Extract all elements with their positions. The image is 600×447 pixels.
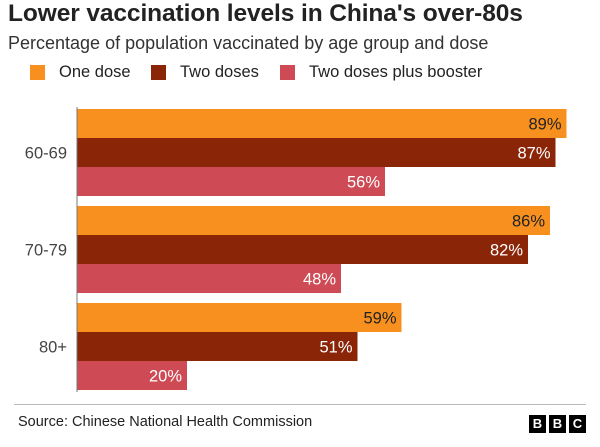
- chart-title: Lower vaccination levels in China's over…: [8, 0, 523, 27]
- legend-swatch-two-doses: [151, 65, 166, 80]
- legend-label-booster: Two doses plus booster: [309, 63, 483, 81]
- data-label-60-69-two-doses-plus-booster: 56%: [347, 174, 380, 192]
- category-label-60-69: 60-69: [25, 145, 67, 163]
- category-label-80: 80+: [39, 339, 67, 357]
- bar-60-69-two-doses: [77, 138, 556, 167]
- bbc-logo: B B C: [529, 415, 586, 433]
- source-note: Source: Chinese National Health Commissi…: [18, 414, 313, 430]
- chart-subtitle: Percentage of population vaccinated by a…: [8, 33, 489, 53]
- bar-70-79-one-dose: [77, 206, 550, 235]
- bar-60-69-two-doses-plus-booster: [77, 167, 385, 196]
- legend-label-two-doses: Two doses: [180, 63, 259, 81]
- data-label-80-two-doses-plus-booster: 20%: [149, 368, 182, 386]
- data-label-60-69-two-doses: 87%: [517, 145, 550, 163]
- bar-80-two-doses-plus-booster: [77, 361, 187, 390]
- legend-swatch-one-dose: [30, 65, 45, 80]
- data-label-70-79-two-doses: 82%: [490, 242, 523, 260]
- legend-swatch-booster: [280, 65, 295, 80]
- bar-70-79-two-doses-plus-booster: [77, 264, 341, 293]
- data-label-80-two-doses: 51%: [319, 339, 352, 357]
- legend-label-one-dose: One dose: [59, 63, 131, 81]
- data-label-60-69-one-dose: 89%: [528, 116, 561, 134]
- bar-60-69-one-dose: [77, 109, 567, 138]
- bbc-logo-letter-c: C: [569, 415, 586, 433]
- bbc-logo-letter-b2: B: [549, 415, 566, 433]
- category-label-70-79: 70-79: [25, 242, 67, 260]
- bar-80-one-dose: [77, 303, 402, 332]
- data-label-80-one-dose: 59%: [363, 310, 396, 328]
- data-label-70-79-two-doses-plus-booster: 48%: [303, 271, 336, 289]
- bbc-logo-letter-b1: B: [529, 415, 546, 433]
- footer-divider: [14, 404, 586, 405]
- bar-70-79-two-doses: [77, 235, 528, 264]
- data-label-70-79-one-dose: 86%: [512, 213, 545, 231]
- bar-80-two-doses: [77, 332, 358, 361]
